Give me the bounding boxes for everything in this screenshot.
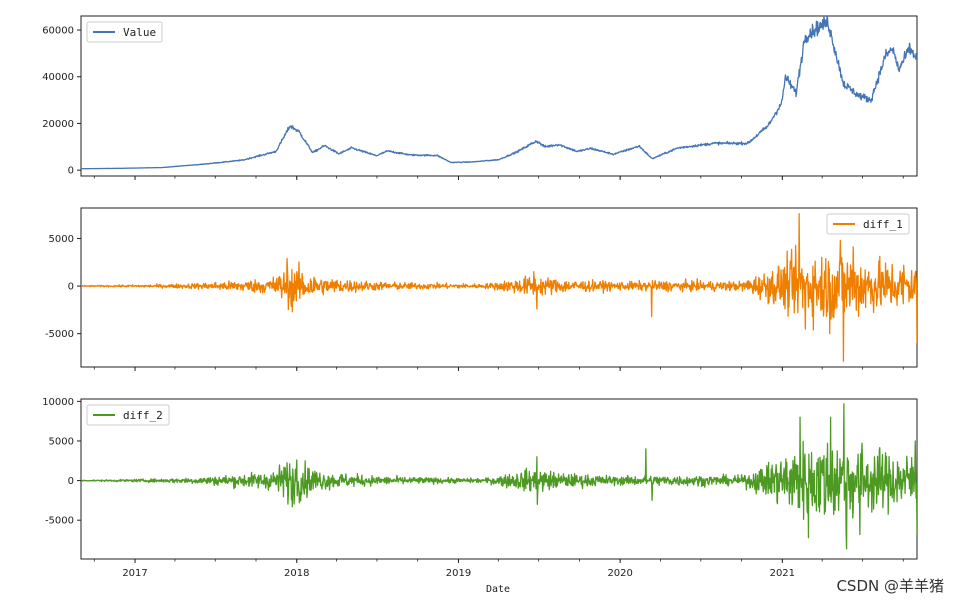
- y-tick-label: 60000: [42, 26, 74, 37]
- y-tick-label: -5000: [45, 329, 74, 340]
- watermark: CSDN @羊羊猪: [836, 577, 944, 595]
- y-tick-label: 5000: [49, 234, 74, 245]
- legend: Value: [86, 21, 163, 43]
- legend-label: diff_1: [863, 218, 903, 231]
- legend-box: [86, 21, 163, 43]
- legend-label: diff_2: [123, 409, 163, 422]
- legend: diff_1: [826, 213, 910, 235]
- y-tick-label: 20000: [42, 119, 74, 130]
- x-tick-label: 2018: [284, 568, 309, 579]
- panel-diff-1: -5000 0 5000 diff_1: [45, 207, 918, 371]
- legend: diff_2: [86, 404, 170, 426]
- x-tick-label: 2019: [446, 568, 471, 579]
- series-line-Value: [81, 16, 917, 170]
- panel-diff-2: -5000 0 5000 10000 2017 2018 2019 2020 2021 diff_…: [42, 397, 918, 579]
- legend-box: [826, 213, 910, 235]
- series-line-diff_2: [81, 403, 917, 550]
- x-tick-label: 2020: [607, 568, 632, 579]
- x-axis-label: Date: [486, 584, 510, 595]
- y-tick-label: 5000: [49, 436, 74, 447]
- y-tick-label: -5000: [45, 516, 74, 527]
- y-tick-label: 0: [68, 282, 74, 293]
- legend-label: Value: [123, 26, 156, 39]
- y-tick-label: 40000: [42, 72, 74, 83]
- y-tick-label: 0: [68, 166, 74, 177]
- legend-box: [86, 404, 170, 426]
- x-tick-label: 2017: [122, 568, 147, 579]
- panel-value: 0 20000 40000 60000 Value: [42, 15, 918, 180]
- series-line-diff_1: [81, 213, 917, 362]
- plot-frame: [80, 15, 918, 177]
- plot-frame: [80, 398, 918, 560]
- y-tick-label: 10000: [42, 397, 74, 408]
- y-tick-label: 0: [68, 476, 74, 487]
- x-tick-label: 2021: [770, 568, 795, 579]
